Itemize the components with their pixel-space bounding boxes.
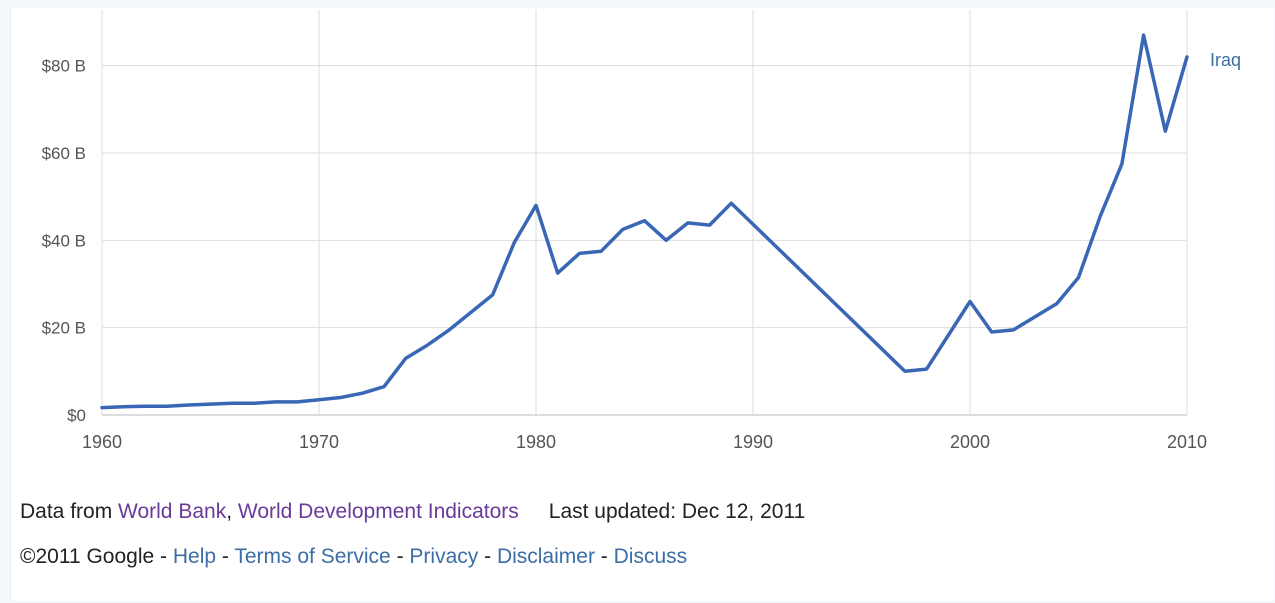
data-points xyxy=(101,34,1189,409)
wdi-link[interactable]: World Development Indicators xyxy=(237,500,519,523)
footer-links-line: ©2011 Google - Help - Terms of Service -… xyxy=(20,545,687,569)
help-link[interactable]: Help xyxy=(172,545,217,568)
privacy-link[interactable]: Privacy xyxy=(409,545,479,568)
terms-link[interactable]: Terms of Service xyxy=(234,545,391,568)
dash: - xyxy=(216,545,235,568)
x-tick-label: 1990 xyxy=(733,432,773,452)
x-tick-label: 1970 xyxy=(299,432,339,452)
discuss-link[interactable]: Discuss xyxy=(613,545,688,568)
dash: - xyxy=(594,545,614,568)
series-line-iraq xyxy=(100,33,1189,410)
y-tick-label: $60 B xyxy=(42,144,86,163)
y-tick-label: $0 xyxy=(67,406,86,425)
y-tick-label: $20 B xyxy=(42,319,86,338)
series-group xyxy=(100,33,1189,410)
source-separator: , xyxy=(226,500,238,523)
x-tick-label: 2010 xyxy=(1167,432,1207,452)
data-prefix: Data from xyxy=(20,500,119,523)
y-axis-labels: $0 $20 B $40 B $60 B $80 B xyxy=(42,57,86,425)
grid-lines xyxy=(101,10,1188,416)
copyright: ©2011 Google xyxy=(20,545,155,568)
line-chart: $0 $20 B $40 B $60 B $80 B 1960 1970 1980 1990 2… xyxy=(42,10,1241,452)
dash: - xyxy=(154,545,173,568)
legend: Iraq xyxy=(1210,50,1241,70)
dash: - xyxy=(390,545,410,568)
y-tick-label: $80 B xyxy=(42,57,86,76)
world-bank-link[interactable]: World Bank xyxy=(118,500,227,523)
legend-label: Iraq xyxy=(1210,50,1241,70)
last-updated: Last updated: Dec 12, 2011 xyxy=(548,500,806,523)
x-axis-labels: 1960 1970 1980 1990 2000 2010 xyxy=(82,432,1207,452)
y-tick-label: $40 B xyxy=(42,231,86,250)
x-tick-label: 1960 xyxy=(82,432,122,452)
dash: - xyxy=(478,545,497,568)
x-tick-label: 2000 xyxy=(950,432,990,452)
chart-frame xyxy=(10,8,1274,601)
disclaimer-link[interactable]: Disclaimer xyxy=(496,545,595,568)
data-source-line: Data from World Bank, World Development … xyxy=(20,500,805,524)
x-tick-label: 1980 xyxy=(516,432,556,452)
